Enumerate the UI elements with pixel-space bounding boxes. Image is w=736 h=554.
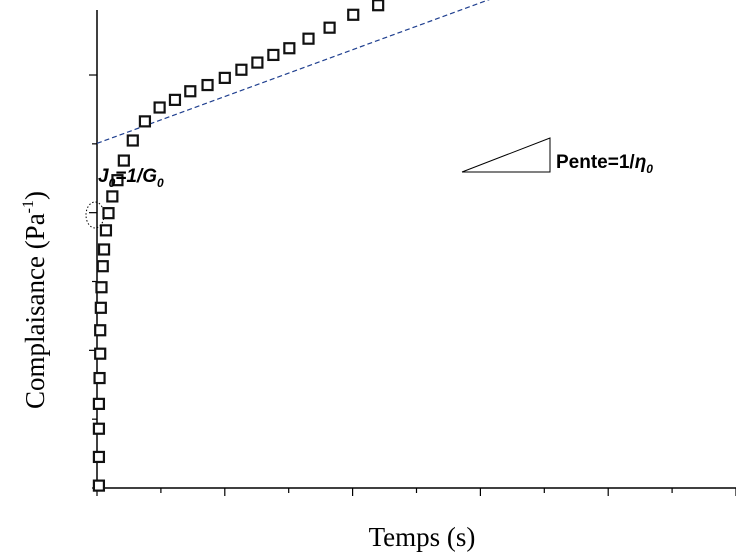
data-point (251, 56, 264, 69)
fit-line (96, 0, 490, 144)
data-point (138, 115, 152, 128)
j0-letter: J (98, 166, 109, 187)
data-point (283, 42, 296, 55)
data-point (323, 21, 336, 34)
data-point (99, 224, 113, 237)
data-point (93, 371, 106, 385)
data-point (106, 190, 119, 203)
data-point (95, 281, 108, 294)
data-point (117, 154, 130, 167)
eta-subscript: 0 (646, 162, 653, 176)
j0-annotation: J0=1/G0 (98, 166, 164, 190)
j0-equals: =1/G (115, 166, 157, 187)
fit-line-group (96, 0, 490, 144)
slope-text: Pente=1/ (556, 152, 635, 173)
data-point (94, 324, 107, 337)
data-point (218, 71, 231, 84)
slope-annotation: Pente=1/η0 (556, 152, 653, 176)
data-markers (92, 0, 385, 492)
data-point (92, 479, 106, 492)
j0-intercept-ellipse (85, 201, 105, 229)
data-point (92, 397, 106, 410)
data-point (92, 422, 106, 435)
data-point (111, 174, 124, 187)
slope-triangle (461, 137, 551, 173)
data-point (94, 301, 107, 314)
y-axis-label-superscript: -1 (20, 200, 37, 213)
y-axis-label: Complaisance (Pa-1) (20, 191, 50, 409)
g0-subscript: 0 (157, 176, 164, 190)
axes (89, 10, 736, 496)
data-point (302, 32, 315, 45)
data-point (347, 8, 360, 21)
data-point (267, 48, 280, 62)
data-point (153, 101, 166, 114)
y-axis-label-main: Complaisance (Pa (20, 213, 50, 409)
data-point (201, 78, 214, 92)
eta-symbol: η (635, 152, 647, 173)
data-point (102, 207, 115, 220)
data-point (372, 0, 385, 12)
data-point (184, 85, 197, 98)
y-axis-label-end: ) (20, 191, 50, 200)
j0-subscript: 0 (109, 176, 116, 190)
data-point (235, 63, 248, 76)
data-point (97, 243, 111, 256)
x-axis-label: Temps (s) (369, 522, 476, 552)
data-point (96, 260, 109, 273)
data-point (94, 347, 107, 360)
data-point (168, 93, 182, 106)
data-point (92, 450, 106, 464)
data-point (126, 134, 139, 147)
